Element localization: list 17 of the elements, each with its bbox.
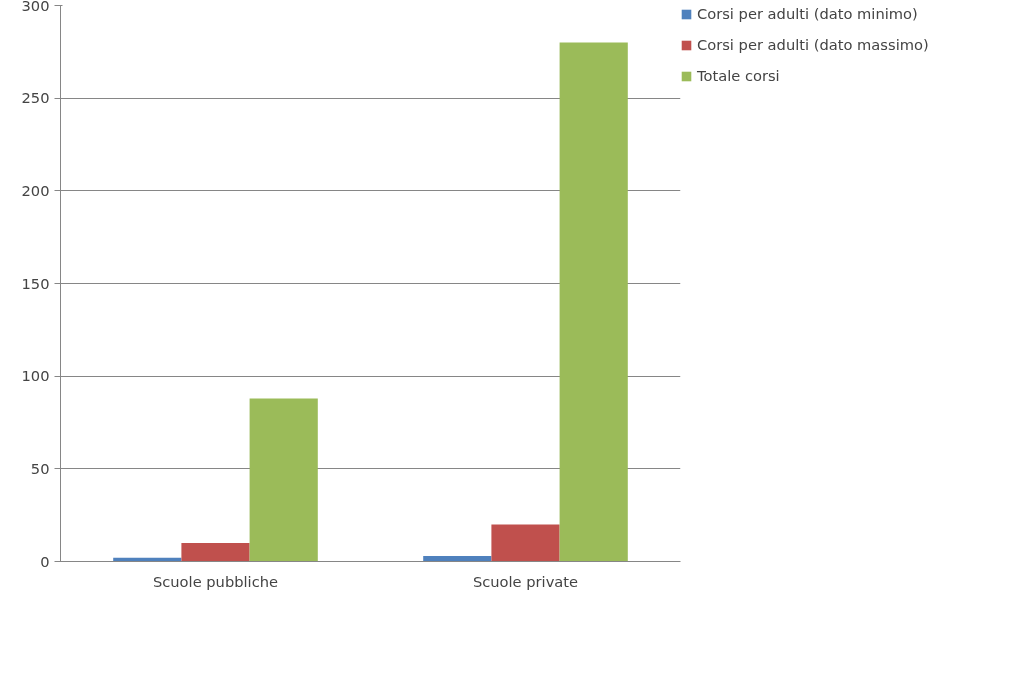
y-tick-label: 250 [21, 89, 50, 107]
y-tick-label: 200 [21, 181, 50, 199]
bar [491, 524, 560, 562]
y-tick-label: 100 [21, 367, 50, 385]
bar [423, 555, 492, 562]
legend-label: Corsi per adulti (dato minimo) [697, 5, 918, 22]
y-tick-label: 150 [21, 274, 50, 292]
y-tick-label: 0 [40, 552, 50, 570]
x-tick-label: Scuole pubbliche [152, 572, 279, 590]
bar [249, 398, 318, 562]
legend-label: Totale corsi [697, 67, 780, 84]
bar [181, 542, 250, 562]
y-tick-label: 50 [30, 459, 50, 477]
y-tick-label: 300 [21, 0, 50, 14]
legend-label: Corsi per adulti (dato massimo) [697, 36, 929, 53]
bar [559, 42, 628, 562]
x-tick-label: Scuole private [472, 572, 579, 590]
